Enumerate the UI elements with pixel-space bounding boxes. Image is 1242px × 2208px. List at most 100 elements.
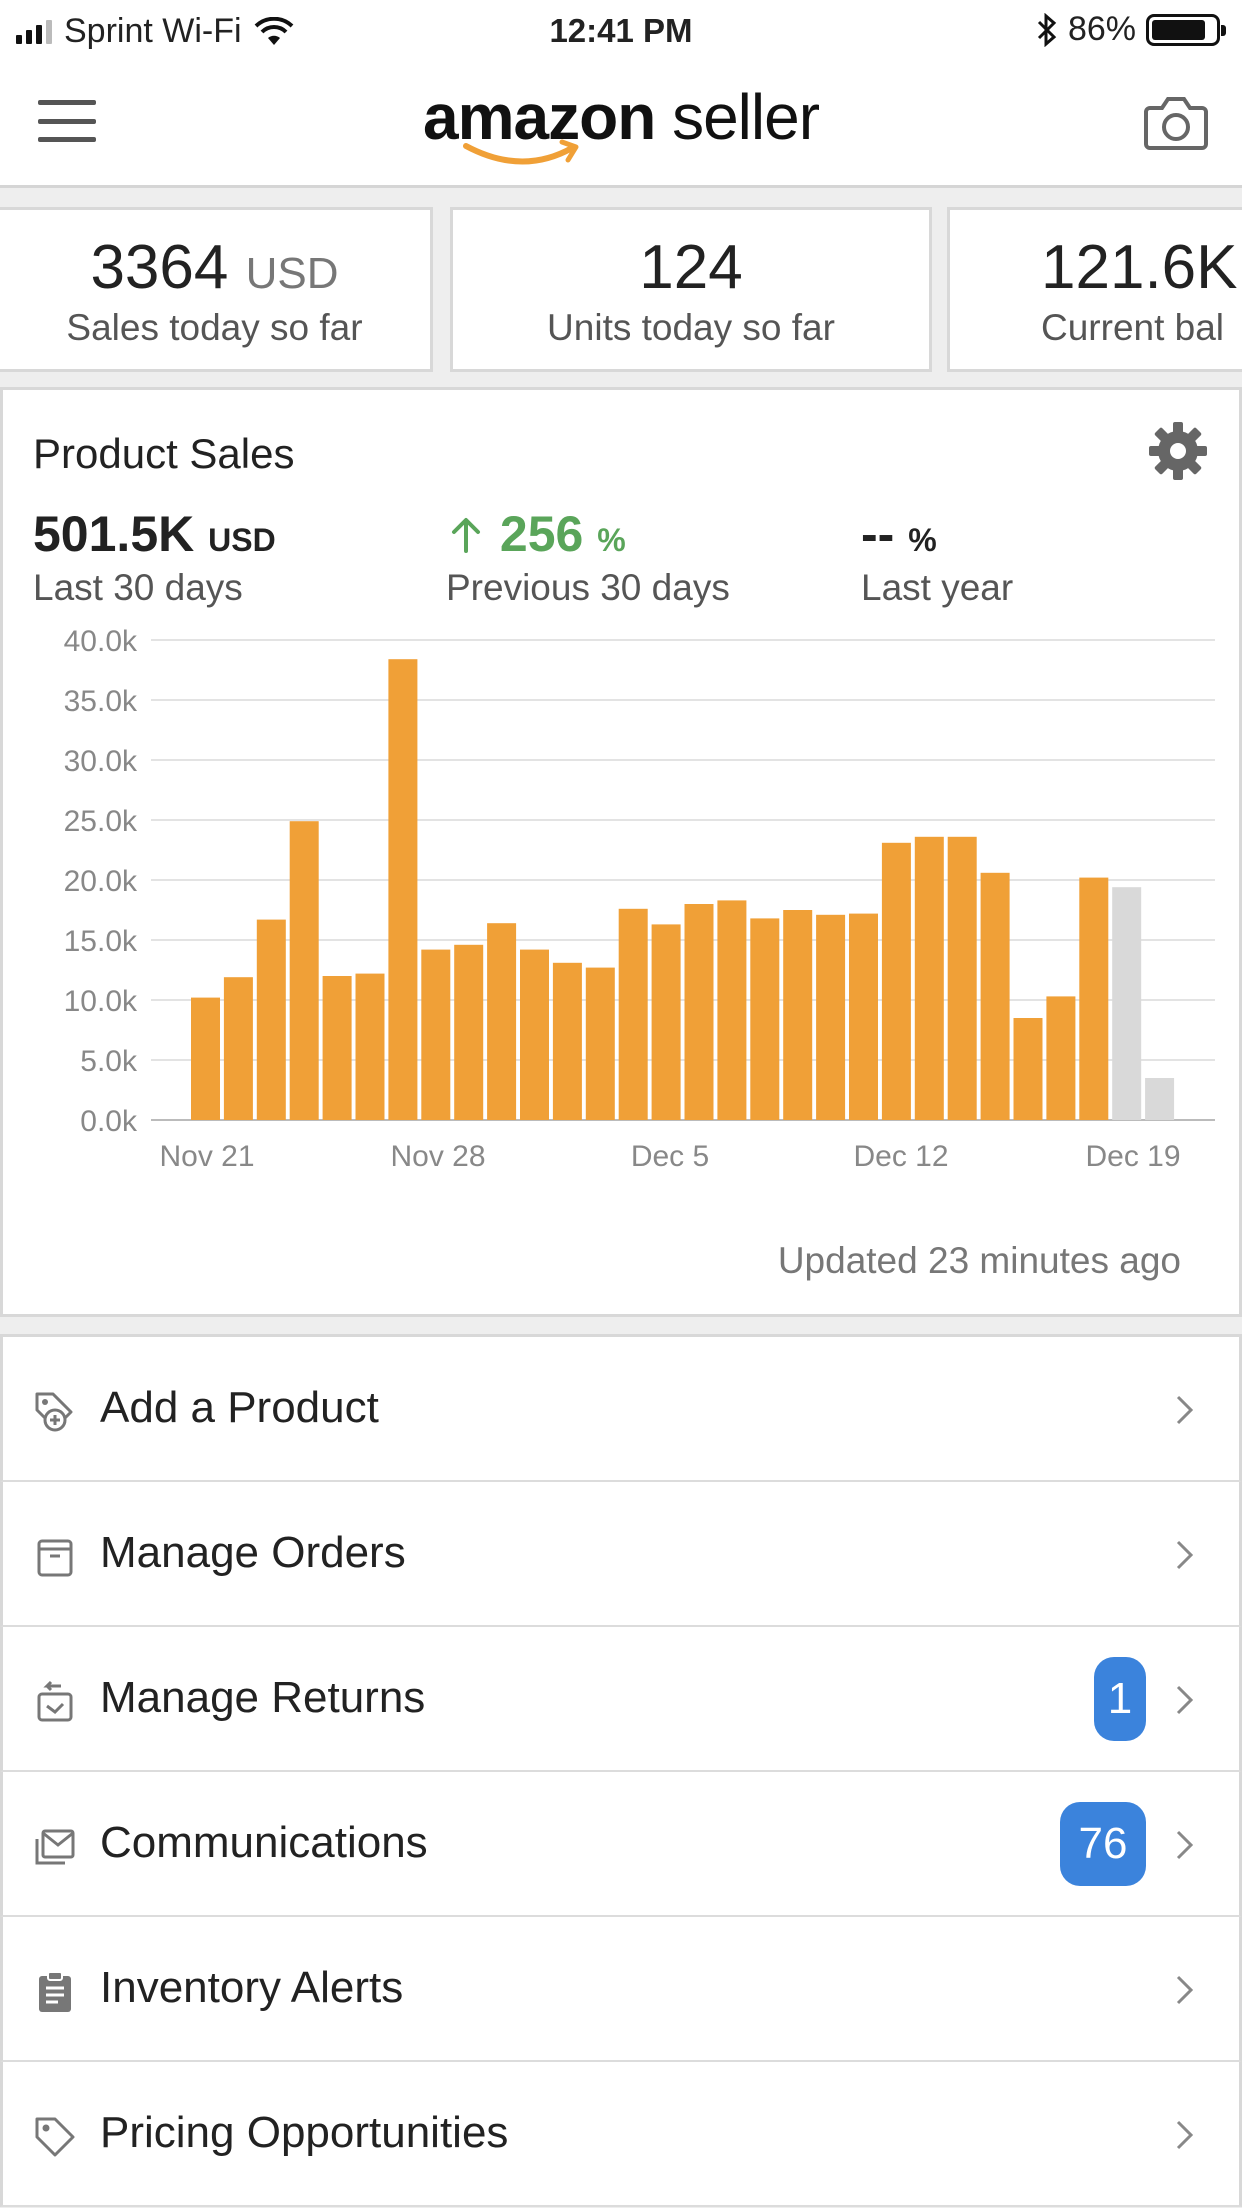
product-sales-card: Product Sales 501.5K USD Last 30 days 25… (0, 387, 1242, 1317)
chevron-right-icon (1176, 1685, 1194, 1715)
menu-item-add-product[interactable]: Add a Product (0, 1337, 1242, 1482)
metric-unit: % (908, 522, 937, 558)
menu-item-pricing-opportunities[interactable]: Pricing Opportunities (0, 2062, 1242, 2207)
chart-bar (816, 914, 846, 1120)
chart-bar (651, 924, 681, 1120)
wifi-icon (254, 16, 293, 45)
kpi-card-balance[interactable]: 121.6K Current bal (947, 207, 1242, 372)
chart-bar (355, 973, 385, 1120)
kpi-value: 124 (639, 233, 743, 302)
chart-bar (1079, 877, 1109, 1120)
kpi-value: 121.6K (1041, 233, 1238, 302)
battery-percent: 86% (1067, 10, 1136, 48)
kpi-value: 3364 USD (90, 233, 339, 302)
chart-bar (552, 962, 582, 1120)
y-tick-label: 35.0k (64, 685, 138, 718)
chart-bar (849, 913, 878, 1120)
y-tick-label: 30.0k (64, 745, 138, 778)
clipboard-icon (39, 1971, 71, 2012)
chart-bar (947, 836, 977, 1120)
chevron-right-icon (1176, 1975, 1194, 2005)
chart-bar (1046, 996, 1076, 1120)
metric-label: Last year (861, 567, 1014, 608)
chart-bar (454, 944, 484, 1120)
kpi-card-units[interactable]: 124 Units today so far (450, 207, 932, 372)
chart-bar (881, 842, 911, 1120)
gear-icon[interactable] (1147, 420, 1209, 482)
x-tick-label: Dec 12 (853, 1140, 948, 1173)
x-tick-label: Nov 21 (159, 1140, 254, 1173)
chevron-right-icon (1176, 1540, 1194, 1570)
logo-suffix: seller (672, 81, 820, 153)
return-box-icon (37, 1680, 73, 1722)
signal-strength-icon (16, 19, 52, 44)
kpi-carousel[interactable]: 3364 USD Sales today so far 124 Units to… (0, 207, 1242, 372)
menu-item-label: Inventory Alerts (100, 1963, 404, 2012)
arrow-up-icon (452, 518, 480, 553)
kpi-label: Sales today so far (66, 307, 363, 348)
chart-bar (191, 997, 220, 1120)
chart-bar (783, 910, 813, 1120)
chart-bar (914, 836, 944, 1120)
chart-bar (289, 821, 319, 1120)
menu-item-communications[interactable]: Communications 76 (0, 1772, 1242, 1917)
chart-bar (223, 977, 253, 1120)
menu-item-label: Communications (100, 1818, 428, 1867)
chevron-right-icon (1176, 2120, 1194, 2150)
x-tick-label: Nov 28 (390, 1140, 485, 1173)
metric-last-year: -- % Last year (861, 505, 1013, 609)
kpi-label: Units today so far (547, 307, 835, 348)
metric-value: 256 (499, 506, 584, 562)
camera-icon[interactable] (1144, 94, 1208, 150)
y-tick-label: 40.0k (64, 625, 138, 658)
communications-count-badge: 76 (1060, 1802, 1146, 1886)
battery-icon (1146, 13, 1226, 46)
chevron-right-icon (1176, 1830, 1194, 1860)
carrier-name: Sprint Wi-Fi (64, 12, 242, 50)
bluetooth-icon (1037, 12, 1057, 47)
chart-bar (750, 918, 780, 1120)
carrier-info: Sprint Wi-Fi (16, 12, 294, 51)
metric-previous-30-days: 256 % Previous 30 days (446, 505, 730, 609)
amazon-smile-icon (463, 139, 579, 165)
chart-bar (322, 976, 352, 1120)
chart-bar (585, 967, 615, 1120)
chart-bar (388, 659, 418, 1120)
metric-unit: USD (208, 522, 276, 558)
kpi-card-sales[interactable]: 3364 USD Sales today so far (0, 207, 433, 372)
y-tick-label: 10.0k (64, 985, 138, 1018)
chart-bar (684, 904, 714, 1120)
y-tick-label: 20.0k (64, 865, 138, 898)
menu-item-label: Add a Product (100, 1383, 379, 1432)
menu-item-manage-returns[interactable]: Manage Returns 1 (0, 1627, 1242, 1772)
y-tick-label: 5.0k (80, 1045, 138, 1078)
x-tick-label: Dec 5 (631, 1140, 709, 1173)
card-title: Product Sales (33, 430, 295, 477)
hamburger-icon[interactable] (38, 100, 96, 142)
menu-item-inventory-alerts[interactable]: Inventory Alerts (0, 1917, 1242, 2062)
chart-bar (421, 949, 451, 1120)
clock: 12:41 PM (549, 12, 693, 49)
menu-item-manage-orders[interactable]: Manage Orders (0, 1482, 1242, 1627)
envelope-icon (35, 1829, 75, 1865)
status-bar: Sprint Wi-Fi 12:41 PM 86% (0, 0, 1242, 60)
amazon-seller-logo: amazon seller (0, 80, 1242, 154)
chart-bar (1112, 887, 1142, 1120)
menu-item-label: Manage Orders (100, 1528, 406, 1577)
box-icon (37, 1539, 73, 1577)
price-tag-icon (35, 2117, 75, 2157)
chart-bar (1013, 1018, 1043, 1120)
y-tick-label: 0.0k (80, 1105, 138, 1138)
chart-bar (717, 900, 747, 1120)
returns-count-badge: 1 (1094, 1657, 1146, 1741)
metric-label: Previous 30 days (446, 567, 730, 608)
metric-unit: % (597, 522, 626, 558)
chart-bar (1145, 1078, 1175, 1120)
chart-bar (618, 908, 648, 1120)
metric-last-30-days: 501.5K USD Last 30 days (33, 505, 276, 609)
chart-bar (980, 872, 1010, 1120)
logo-brand: amazon (423, 81, 656, 153)
menu-item-label: Manage Returns (100, 1673, 426, 1722)
action-menu: Add a Product Manage Orders Manage Retur… (0, 1334, 1242, 2207)
chart-bar (256, 919, 286, 1120)
